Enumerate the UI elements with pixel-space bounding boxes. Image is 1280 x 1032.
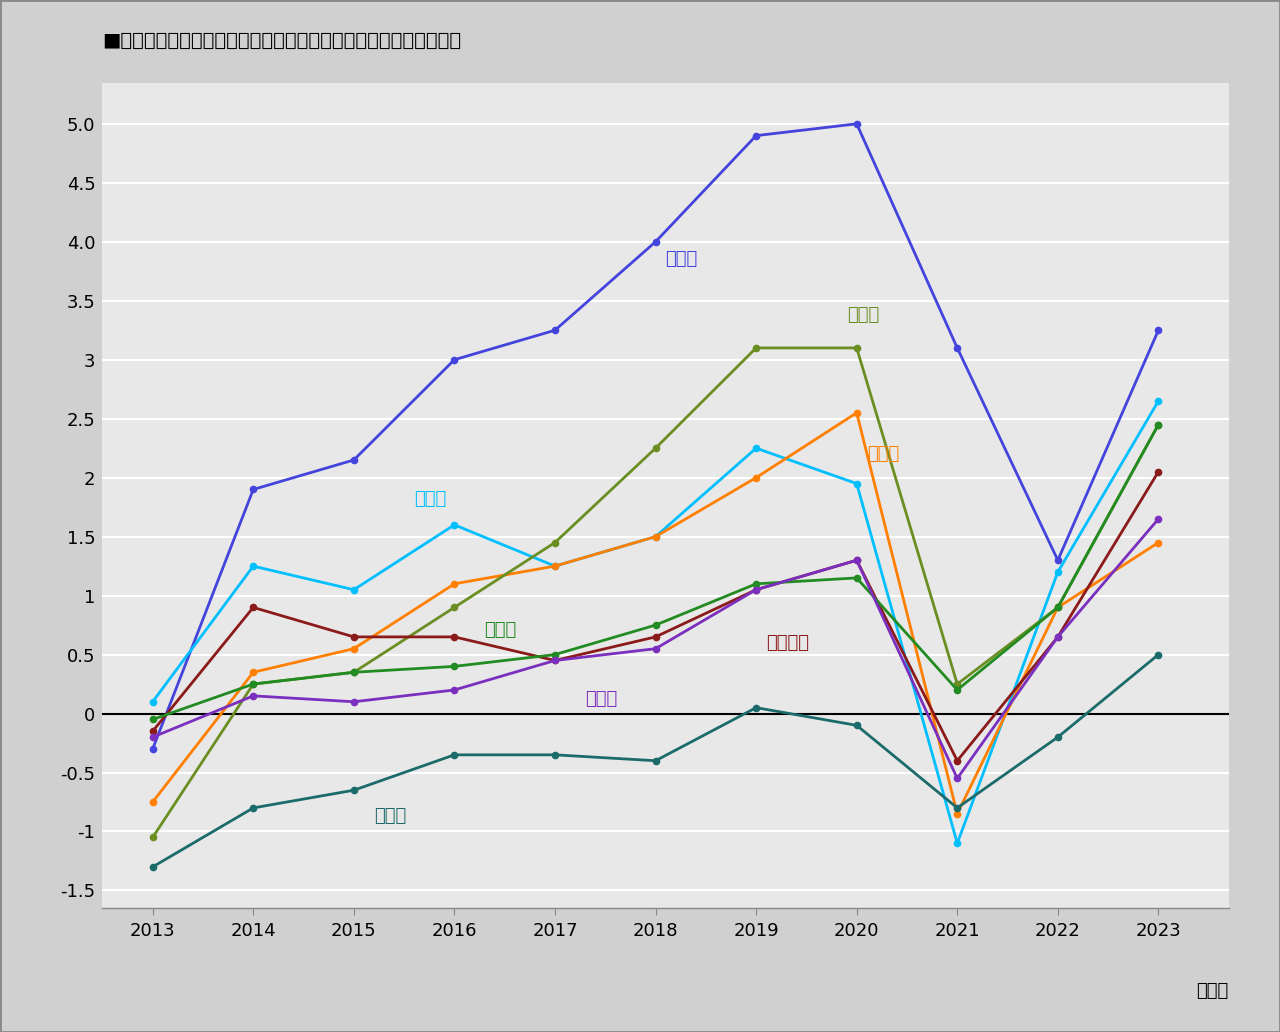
Text: 埼玉県: 埼玉県: [585, 690, 617, 708]
Text: 東京都: 東京都: [666, 251, 698, 268]
Text: ■主要都府県の標準宅地の対前年変動率の平均値推移（単位：％）: ■主要都府県の標準宅地の対前年変動率の平均値推移（単位：％）: [102, 31, 462, 50]
Text: 神奈川県: 神奈川県: [767, 634, 809, 652]
Text: 愛知県: 愛知県: [415, 490, 447, 508]
Text: （年）: （年）: [1197, 982, 1229, 1000]
Text: 千葉県: 千葉県: [485, 621, 517, 639]
Text: 大阪府: 大阪府: [867, 445, 899, 463]
Text: 京都府: 京都府: [846, 305, 879, 324]
Text: 兵庫県: 兵庫県: [374, 807, 406, 826]
